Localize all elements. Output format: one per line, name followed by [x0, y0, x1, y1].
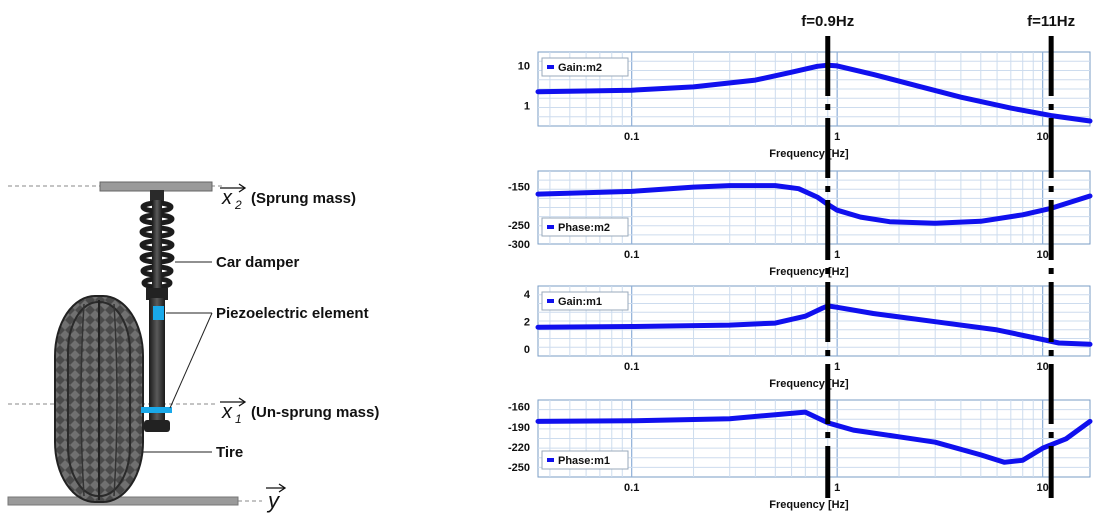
y-tick-label: -150	[508, 181, 530, 193]
legend-swatch	[547, 65, 554, 69]
sprung-var: x	[221, 187, 233, 209]
piezo-label: Piezoelectric element	[216, 305, 369, 322]
legend-label: Phase:m1	[558, 455, 610, 467]
plot-panel-4: -160 -190 -220 -250 0.1 1 10 Frequency [Hz] Phas…	[508, 399, 1093, 511]
y-tick-label: 10	[518, 61, 530, 73]
x-axis-label: Frequency [Hz]	[769, 148, 849, 160]
x-axis-label: Frequency [Hz]	[769, 266, 849, 278]
y-tick-label: -300	[508, 239, 530, 251]
x-tick-label: 0.1	[624, 249, 639, 261]
plot-panel-3: 4 2 0 0.1 1 10 Frequency [Hz] Gain:m1	[524, 285, 1093, 390]
legend-label: Gain:m1	[558, 296, 602, 308]
y-tick-label: 4	[524, 289, 531, 301]
unsprung-text: (Un-sprung mass)	[251, 404, 379, 421]
sprung-mass-plate	[99, 181, 213, 192]
series-line	[535, 303, 1093, 347]
piezo-element	[153, 306, 164, 320]
suspension-diagram: x 2 (Sprung mass) Car damper Piezoelectr…	[7, 181, 379, 513]
piezo-pointer-lower	[169, 312, 213, 409]
y-tick-label: -190	[508, 422, 530, 434]
y-tick-label: -160	[508, 402, 530, 414]
legend: Phase:m1	[541, 450, 629, 470]
road-var: y	[266, 488, 281, 513]
x-tick-label: 10	[1037, 482, 1049, 494]
x-tick-label: 1	[834, 249, 840, 261]
legend-label: Phase:m2	[558, 222, 610, 234]
unsprung-var: x	[221, 401, 233, 423]
legend: Gain:m2	[541, 57, 629, 77]
tire-label: Tire	[216, 444, 243, 461]
sprung-text: (Sprung mass)	[251, 190, 356, 207]
legend-swatch	[547, 458, 554, 462]
x-tick-label: 10	[1037, 131, 1049, 143]
y-tick-label: -250	[508, 462, 530, 474]
piezo-ring	[141, 407, 172, 413]
sprung-mass-label: x 2 (Sprung mass)	[220, 183, 356, 212]
road-surface	[7, 496, 239, 506]
tire-graphic	[54, 295, 144, 503]
legend-label: Gain:m2	[558, 62, 602, 74]
x-tick-label: 0.1	[624, 131, 639, 143]
y-tick-label: -250	[508, 220, 530, 232]
y-tick-label: 0	[524, 344, 530, 356]
plot-panel-1: 10 1 0.1 1 10 Frequency [Hz] Gain:m2	[518, 51, 1093, 160]
plot-panel-2: -150 -250 -300 0.1 1 10 Frequency [Hz] Phase:m2	[508, 170, 1093, 278]
series-line	[535, 409, 1093, 465]
x-axis-label: Frequency [Hz]	[769, 378, 849, 390]
unsprung-mass-label: x 1 (Un-sprung mass)	[220, 397, 379, 426]
legend-box	[541, 450, 629, 470]
marker-label-low: f=0.9Hz	[801, 13, 854, 30]
x-tick-label: 1	[834, 131, 840, 143]
legend-box	[541, 291, 629, 311]
damper-label: Car damper	[216, 254, 300, 271]
road-label: y	[266, 483, 287, 513]
x-tick-label: 0.1	[624, 361, 639, 373]
legend: Gain:m1	[541, 291, 629, 311]
legend: Phase:m2	[541, 217, 629, 237]
marker-label-high: f=11Hz	[1027, 13, 1075, 30]
sprung-subscript: 2	[234, 198, 242, 212]
y-tick-label: 1	[524, 100, 530, 112]
x-tick-label: 1	[834, 482, 840, 494]
unsprung-subscript: 1	[235, 412, 242, 426]
series-line	[535, 183, 1093, 226]
x-axis-label: Frequency [Hz]	[769, 499, 849, 511]
damper-graphic	[139, 190, 175, 432]
x-tick-label: 0.1	[624, 482, 639, 494]
legend-box	[541, 57, 629, 77]
x-tick-label: 10	[1037, 361, 1049, 373]
y-tick-label: 2	[524, 317, 530, 329]
y-tick-label: -220	[508, 442, 530, 454]
series-line	[535, 62, 1093, 124]
x-tick-label: 10	[1037, 249, 1049, 261]
frequency-markers: f=0.9Hz f=11Hz	[801, 13, 1075, 498]
legend-box	[541, 217, 629, 237]
legend-swatch	[547, 299, 554, 303]
legend-swatch	[547, 225, 554, 229]
x-tick-label: 1	[834, 361, 840, 373]
